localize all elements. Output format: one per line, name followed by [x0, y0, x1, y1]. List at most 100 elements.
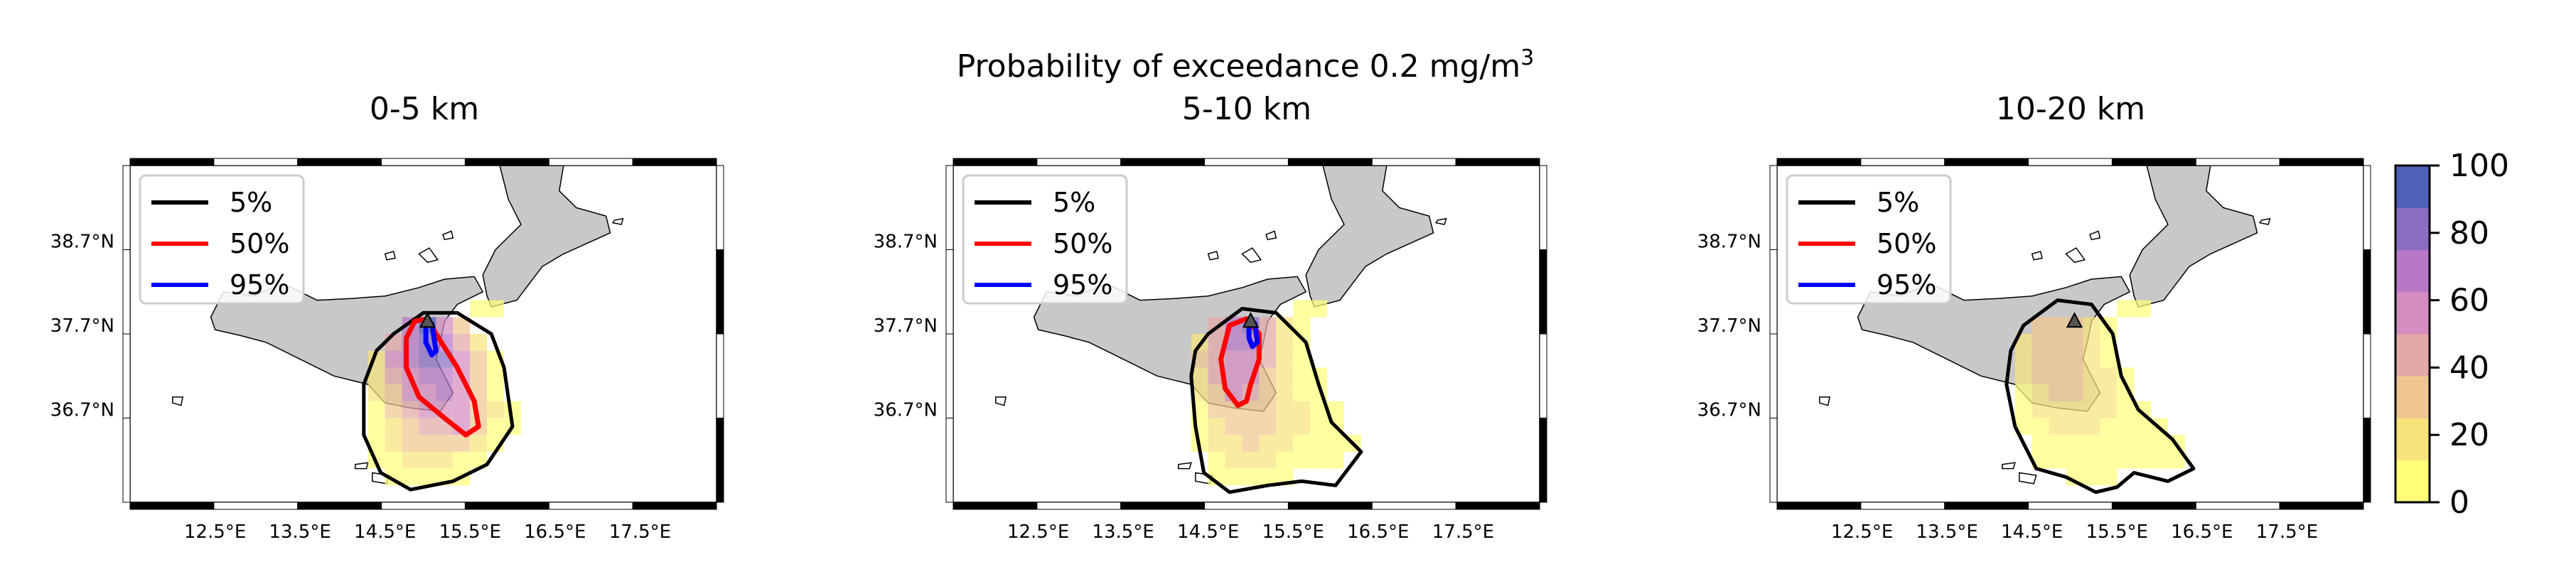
probability-cell — [470, 300, 488, 318]
probability-cell — [1293, 401, 1311, 418]
frame-segment — [632, 502, 717, 510]
frame-segment — [122, 333, 131, 418]
legend-box — [139, 174, 305, 305]
probability-cell — [453, 435, 471, 452]
frame-segment — [945, 333, 954, 418]
colorbar-band — [2395, 207, 2430, 251]
probability-cell — [2100, 401, 2118, 418]
colorbar-band — [2395, 460, 2430, 503]
probability-cell — [367, 384, 385, 401]
probability-cell — [2168, 451, 2185, 469]
probability-cell — [2032, 350, 2049, 368]
probability-cell — [1225, 435, 1243, 452]
colorbar-tick-label: 0 — [2449, 484, 2469, 521]
probability-cell — [436, 384, 454, 401]
probability-cell — [1259, 451, 1277, 469]
frame-segment — [1769, 333, 1778, 418]
probability-cell — [1276, 435, 1294, 452]
frame-segment — [548, 502, 633, 510]
panel-title: 0-5 km — [370, 91, 479, 127]
frame-segment — [122, 418, 131, 503]
frame-segment — [2279, 502, 2364, 510]
probability-cell — [2032, 401, 2049, 418]
probability-cell — [2083, 401, 2100, 418]
probability-cell — [2032, 418, 2049, 435]
probability-cell — [1259, 401, 1277, 418]
colorbar-frame — [2394, 164, 2431, 504]
probability-cell — [367, 367, 385, 385]
frame-segment — [632, 158, 717, 166]
probability-cell — [1259, 384, 1277, 401]
colorbar-band — [2395, 166, 2430, 208]
contour-5pct — [362, 310, 515, 492]
probability-cell — [2014, 384, 2032, 401]
probability-cell — [487, 418, 505, 435]
legend-box — [1786, 174, 1952, 305]
frame-segment — [122, 165, 131, 250]
probability-cell — [2134, 418, 2152, 435]
x-tick-label: 17.5°E — [2256, 521, 2318, 543]
colorbar-tick-label: 60 — [2449, 283, 2489, 319]
frame-segment — [2028, 158, 2113, 166]
island — [2031, 250, 2043, 261]
probability-cell — [436, 317, 454, 334]
probability-cell — [1191, 384, 1208, 401]
probability-cell — [385, 350, 402, 368]
legend-label: 5% — [230, 187, 272, 218]
probability-cell — [367, 418, 385, 435]
probability-cell — [470, 350, 488, 368]
probability-cell — [2066, 350, 2083, 368]
contour-5pct — [1189, 307, 1363, 494]
probability-cell — [1225, 350, 1243, 368]
colorbar-band — [2395, 334, 2430, 377]
legend-box — [962, 174, 1128, 305]
y-tick-label: 38.7°N — [1697, 232, 1761, 253]
probability-cell — [2100, 384, 2118, 401]
probability-cell — [2014, 334, 2032, 351]
probability-cell — [419, 384, 436, 401]
probability-cell — [1310, 418, 1328, 435]
probability-cell — [402, 468, 419, 486]
island — [995, 396, 1007, 406]
frame-segment — [2363, 418, 2371, 503]
island — [2258, 217, 2271, 225]
frame-segment — [1539, 333, 1547, 418]
map-content — [172, 166, 624, 492]
probability-cell — [1225, 334, 1243, 351]
probability-cell — [2049, 334, 2066, 351]
probability-cell — [2117, 384, 2135, 401]
island — [1207, 250, 1219, 261]
colorbar-band — [2395, 291, 2430, 335]
probability-cell — [2066, 435, 2083, 452]
frame-segment — [1769, 249, 1778, 335]
probability-cell — [2083, 384, 2100, 401]
probability-cell — [2049, 435, 2066, 452]
frame-segment — [1120, 158, 1206, 166]
probability-cell — [1208, 435, 1225, 452]
frame-segment — [2279, 158, 2364, 166]
x-tick-label: 15.5°E — [1262, 521, 1324, 543]
probability-cell — [1242, 350, 1260, 368]
frame-segment — [1371, 158, 1456, 166]
probability-cell — [1208, 418, 1225, 435]
probability-cell — [470, 435, 488, 452]
contour-5pct — [2005, 298, 2196, 494]
map-panel-10-20km: 10-20 km 12.5°E 13.5°E 14.5°E 15.5°E 16.5°E 1… — [1697, 91, 2371, 543]
probability-cell — [402, 401, 419, 418]
colorbar: 0 20 40 60 80 100 — [2394, 148, 2509, 521]
legend-label: 95% — [1877, 269, 1936, 300]
x-tick-label: 12.5°E — [1831, 521, 1893, 543]
frame-segment — [952, 158, 1038, 166]
probability-cell — [385, 367, 402, 385]
frame-segment — [1769, 418, 1778, 503]
panel-title: 5-10 km — [1182, 91, 1311, 127]
x-tick-label: 12.5°E — [1007, 521, 1069, 543]
probability-cell — [1276, 317, 1294, 334]
land-calabria — [2129, 166, 2258, 308]
frame-segment — [464, 158, 549, 166]
probability-cell — [419, 468, 436, 486]
map-content — [995, 166, 1447, 494]
map-area: 12.5°E 13.5°E 14.5°E 15.5°E 16.5°E 17.5°E 38.7… — [50, 158, 724, 543]
island — [442, 230, 454, 241]
figure-suptitle: Probability of exceedance 0.2 mg/m3 — [957, 45, 1534, 85]
